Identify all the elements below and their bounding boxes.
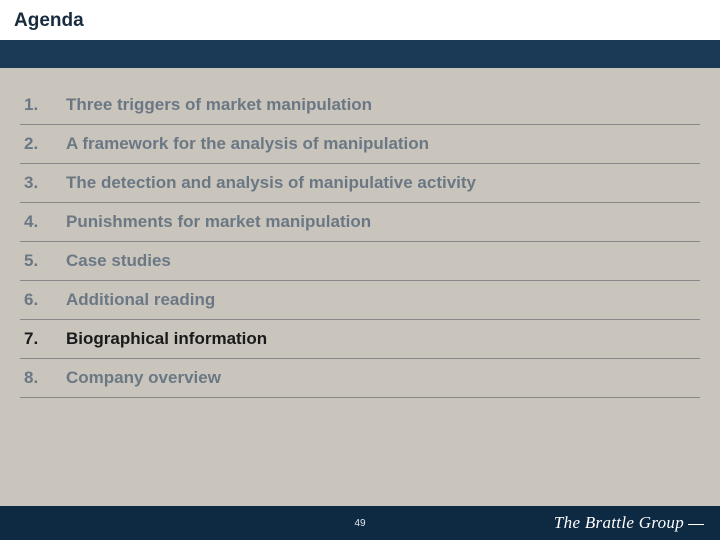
agenda-item-number: 6. [20,290,66,310]
brand-dash-icon [688,524,704,525]
agenda-item-label: Case studies [66,251,171,271]
agenda-item: 2.A framework for the analysis of manipu… [20,125,700,164]
agenda-item: 8.Company overview [20,359,700,398]
agenda-item: 4.Punishments for market manipulation [20,203,700,242]
brand-text: The Brattle Group [554,513,684,532]
agenda-item-label: Punishments for market manipulation [66,212,371,232]
agenda-list: 1.Three triggers of market manipulation2… [20,86,700,398]
title-band [0,40,720,68]
agenda-item-label: Three triggers of market manipulation [66,95,372,115]
agenda-item-number: 1. [20,95,66,115]
agenda-item-number: 4. [20,212,66,232]
title-area: Agenda [0,0,720,40]
agenda-item-label: A framework for the analysis of manipula… [66,134,429,154]
agenda-item-number: 7. [20,329,66,349]
page-number: 49 [354,518,365,529]
agenda-item-number: 3. [20,173,66,193]
agenda-item-number: 8. [20,368,66,388]
agenda-item-label: Company overview [66,368,221,388]
agenda-item-number: 2. [20,134,66,154]
agenda-item: 1.Three triggers of market manipulation [20,86,700,125]
agenda-item-label: The detection and analysis of manipulati… [66,173,476,193]
agenda-item: 7.Biographical information [20,320,700,359]
content-area: 1.Three triggers of market manipulation2… [0,68,720,398]
agenda-item-label: Biographical information [66,329,267,349]
agenda-item-label: Additional reading [66,290,215,310]
brand-logo: The Brattle Group [554,513,704,533]
agenda-item-number: 5. [20,251,66,271]
slide-title: Agenda [14,10,706,32]
agenda-item: 3.The detection and analysis of manipula… [20,164,700,203]
agenda-item: 5.Case studies [20,242,700,281]
agenda-item: 6.Additional reading [20,281,700,320]
footer-bar: 49 The Brattle Group [0,506,720,540]
